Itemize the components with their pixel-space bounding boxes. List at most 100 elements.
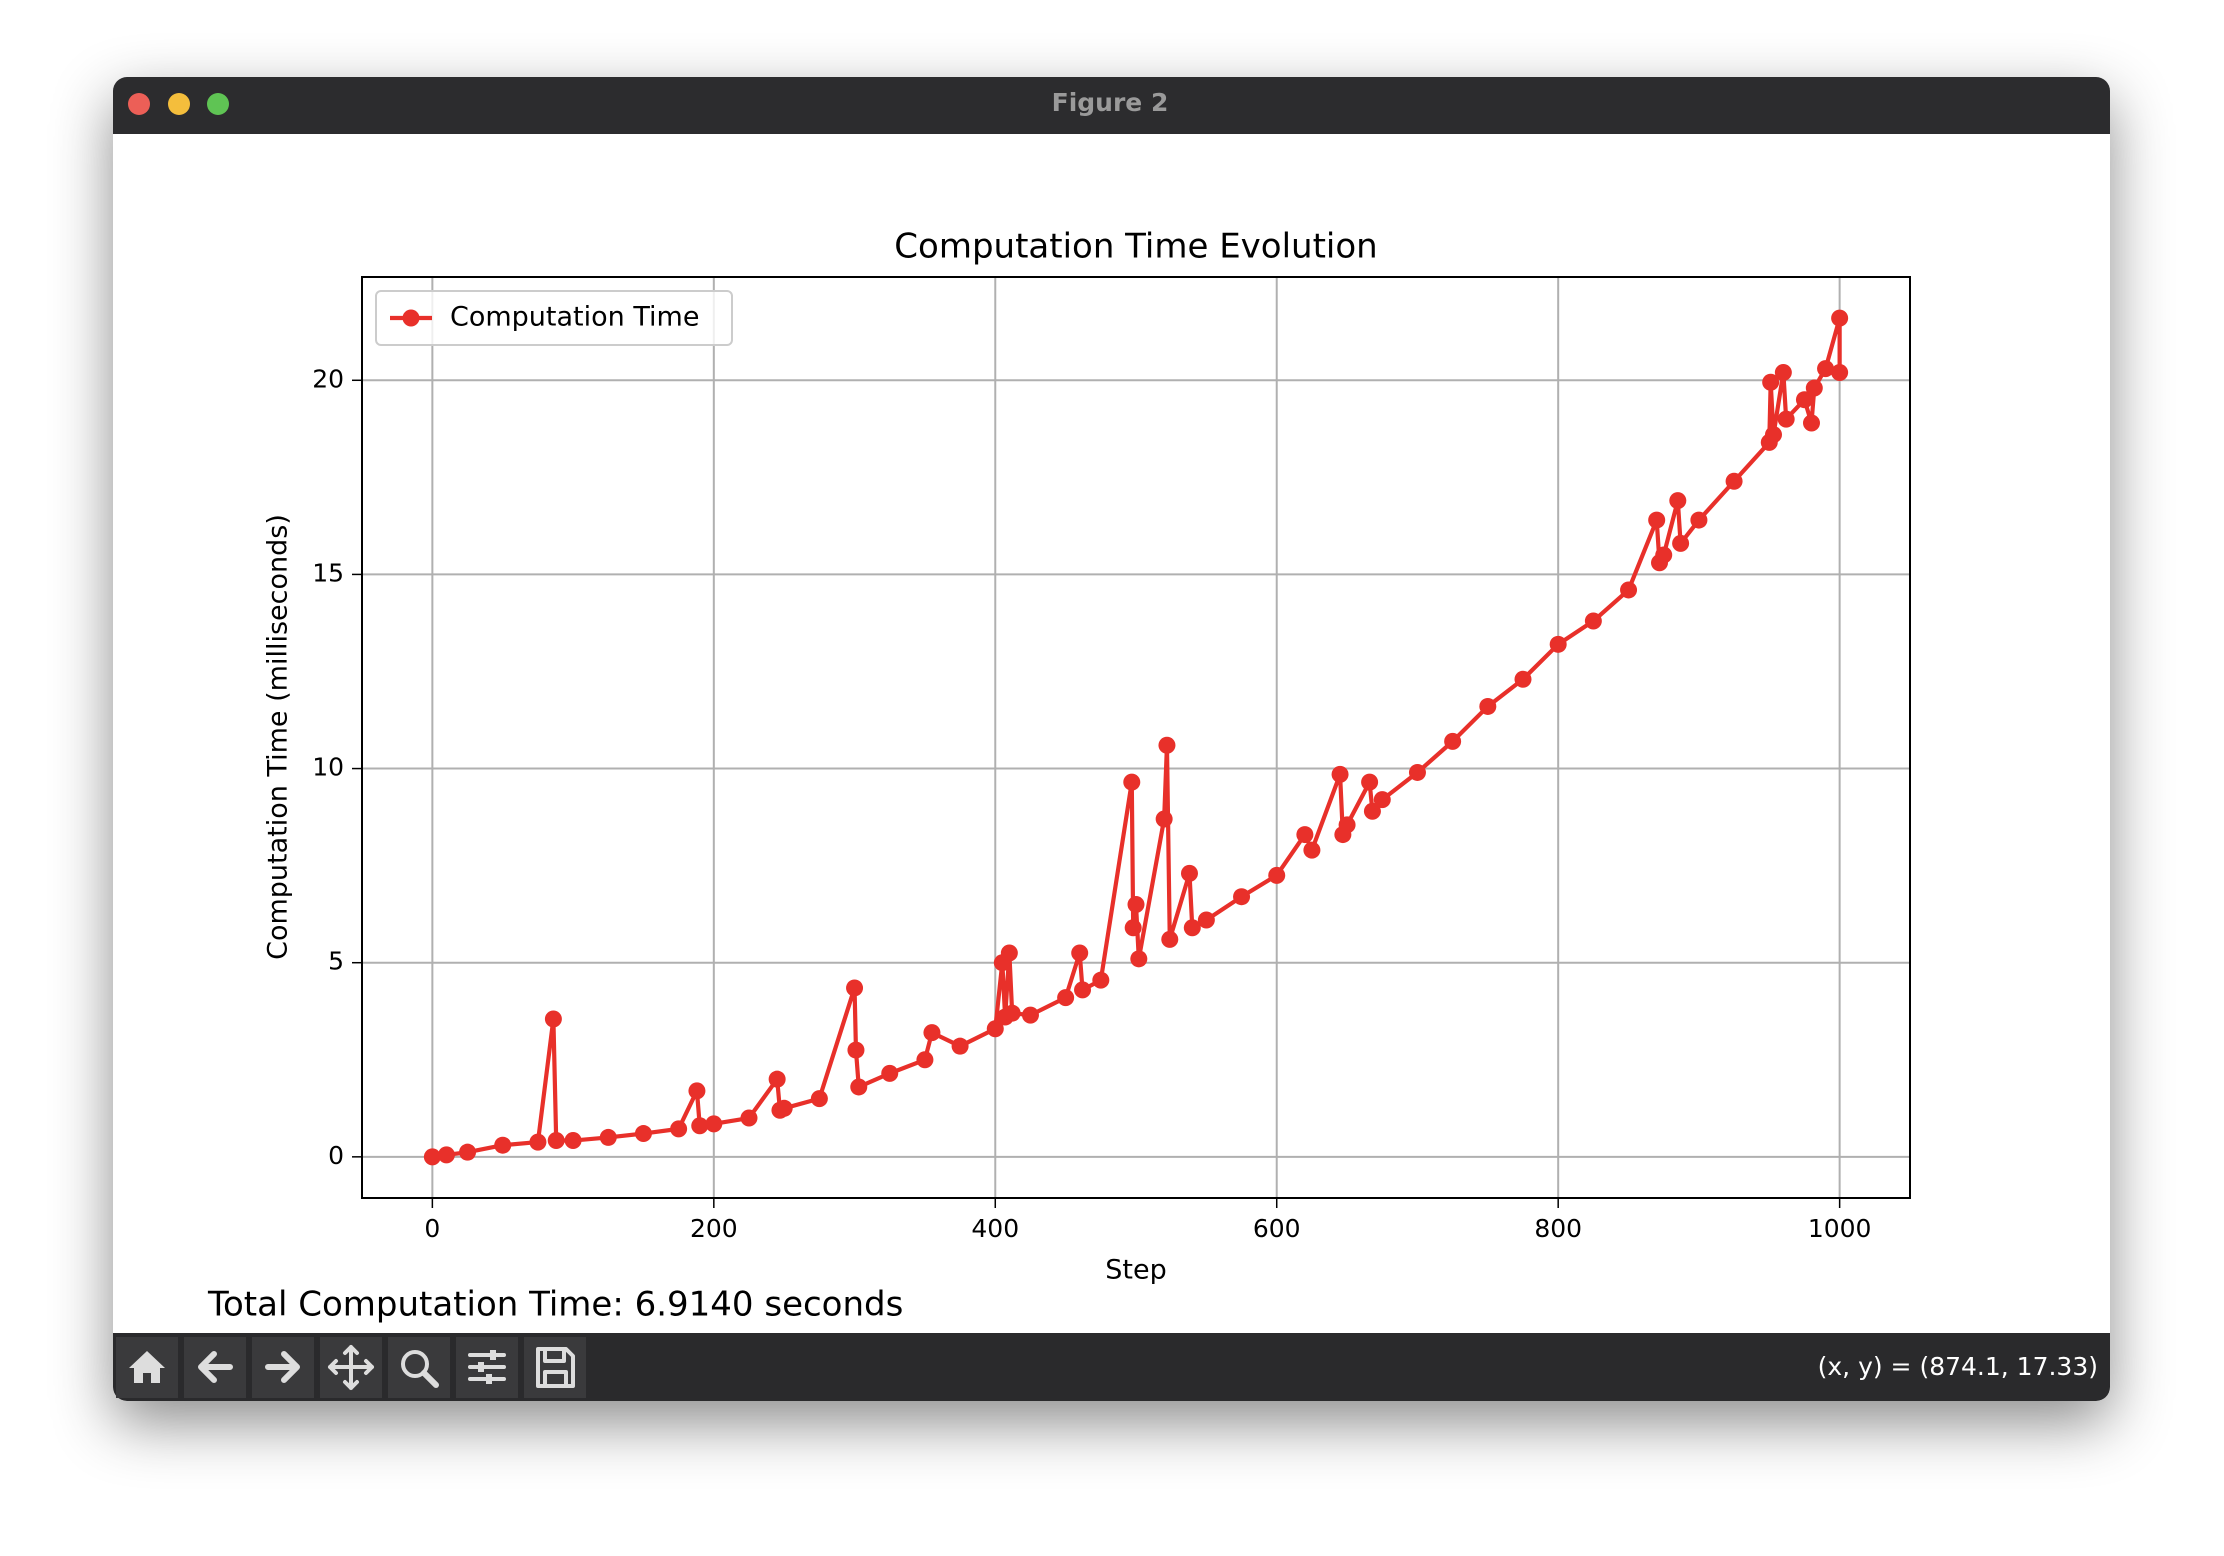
data-point — [1805, 379, 1823, 397]
data-point — [1303, 841, 1321, 859]
chart-title: Computation Time Evolution — [894, 227, 1377, 267]
data-point — [768, 1070, 786, 1088]
home-button[interactable] — [116, 1337, 178, 1398]
data-point — [846, 979, 864, 997]
data-point — [634, 1125, 652, 1143]
zoom-tool-button[interactable] — [388, 1337, 450, 1398]
data-point — [1361, 773, 1379, 791]
data-point — [1672, 534, 1690, 552]
close-button[interactable] — [128, 93, 150, 115]
data-point — [916, 1051, 934, 1069]
data-point — [1158, 736, 1176, 754]
data-point — [1123, 773, 1141, 791]
data-point — [1655, 546, 1673, 564]
x-tick-label: 0 — [424, 1214, 440, 1243]
title-bar — [113, 77, 2110, 134]
x-tick-label: 600 — [1253, 1214, 1301, 1243]
data-point — [1180, 864, 1198, 882]
data-point — [437, 1146, 455, 1164]
data-point — [1183, 919, 1201, 937]
data-point — [740, 1109, 758, 1127]
x-tick-label: 1000 — [1808, 1214, 1872, 1243]
data-point — [1725, 472, 1743, 490]
plot-frame — [361, 276, 1911, 1199]
data-point — [951, 1037, 969, 1055]
data-point — [1795, 391, 1813, 409]
data-point — [547, 1132, 565, 1150]
data-point — [881, 1064, 899, 1082]
y-tick-label: 15 — [312, 558, 344, 587]
save-button[interactable] — [524, 1337, 586, 1398]
data-point — [847, 1041, 865, 1059]
legend-marker — [402, 309, 420, 327]
data-point — [1620, 581, 1638, 599]
data-point — [1021, 1006, 1039, 1024]
y-tick-label: 20 — [312, 364, 344, 393]
data-point — [564, 1132, 582, 1150]
data-point — [1777, 410, 1795, 428]
data-point — [1831, 309, 1849, 327]
data-point — [494, 1136, 512, 1154]
y-tick-label: 10 — [312, 753, 344, 782]
data-point — [775, 1099, 793, 1117]
legend: Computation Time — [375, 290, 733, 346]
pan-button[interactable] — [320, 1337, 382, 1398]
legend-box — [375, 290, 733, 346]
data-point — [688, 1082, 706, 1100]
data-point — [1363, 802, 1381, 820]
plot: 0 200 400 600 800 1000 0 5 10 15 20 Computation Tim… — [312, 276, 1911, 1243]
data-point — [599, 1128, 617, 1146]
data-point — [1233, 888, 1251, 906]
data-point — [1092, 971, 1110, 989]
data-point — [1074, 981, 1092, 999]
data-point — [1161, 930, 1179, 948]
data-point — [1648, 511, 1666, 529]
data-point — [1003, 1004, 1021, 1022]
data-point — [1130, 950, 1148, 968]
data-point — [423, 1148, 441, 1166]
window-title: Figure 2 — [1052, 88, 1169, 117]
data-point — [1124, 919, 1142, 937]
data-point — [1762, 373, 1780, 391]
data-point — [1479, 697, 1497, 715]
data-point — [1764, 426, 1782, 444]
x-axis-label: Step — [1105, 1255, 1166, 1286]
data-point — [1584, 612, 1602, 630]
data-point — [923, 1024, 941, 1042]
data-point — [1549, 635, 1567, 653]
forward-button[interactable] — [252, 1337, 314, 1398]
figure-text: Total Computation Time: 6.9140 seconds — [207, 1285, 903, 1325]
data-point — [1669, 492, 1687, 510]
back-button[interactable] — [184, 1337, 246, 1398]
data-point — [1268, 866, 1286, 884]
data-point — [1000, 944, 1018, 962]
zoom-button[interactable] — [207, 93, 229, 115]
data-point — [810, 1090, 828, 1108]
data-point — [1197, 911, 1215, 929]
data-point — [1127, 895, 1145, 913]
data-point — [986, 1020, 1004, 1038]
y-tick-label: 0 — [328, 1141, 344, 1170]
data-point — [1802, 414, 1820, 432]
minimize-button[interactable] — [168, 93, 190, 115]
data-point — [544, 1010, 562, 1028]
data-point — [1373, 791, 1391, 809]
data-point — [1690, 511, 1708, 529]
data-point — [1331, 765, 1349, 783]
data-point — [1774, 364, 1792, 382]
data-point — [1071, 944, 1089, 962]
data-point — [1408, 763, 1426, 781]
legend-label: Computation Time — [450, 302, 699, 333]
data-point — [1444, 732, 1462, 750]
configure-button[interactable] — [456, 1337, 518, 1398]
x-tick-label: 800 — [1534, 1214, 1582, 1243]
y-tick-label: 5 — [328, 947, 344, 976]
data-point — [1338, 816, 1356, 834]
x-tick-label: 200 — [690, 1214, 738, 1243]
data-point — [529, 1133, 547, 1151]
data-point — [691, 1117, 709, 1135]
data-point — [670, 1120, 688, 1138]
data-point — [1057, 989, 1075, 1007]
